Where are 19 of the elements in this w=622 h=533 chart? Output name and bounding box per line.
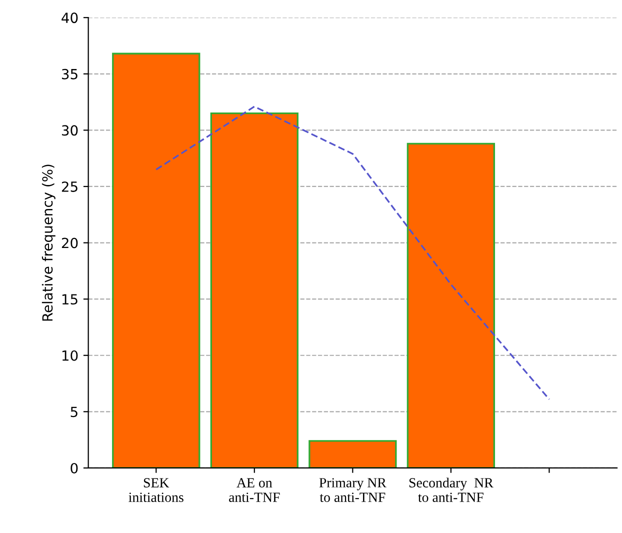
bar [210, 112, 298, 468]
y-tick-label: 35 [62, 68, 78, 80]
y-tick-label: 15 [62, 294, 78, 305]
bar [308, 440, 397, 468]
y-tick-label: 5 [70, 406, 78, 418]
y-tick-label: 0 [70, 462, 78, 474]
line-series [155, 106, 550, 400]
x-tick-label: Secondary NR to anti-TNF [409, 478, 494, 502]
y-tick-label: 40 [62, 12, 78, 24]
bar [112, 52, 200, 468]
y-tick-label: 10 [62, 350, 78, 361]
x-tick-label: AE on anti-TNF [229, 478, 280, 502]
y-tick-label: 25 [62, 181, 78, 192]
y-axis-title: Relative frequency (%) [42, 164, 56, 321]
y-tick-label: 20 [62, 238, 78, 248]
x-tick-label: Primary NR to anti-TNF [319, 478, 386, 502]
bar [406, 142, 496, 468]
x-tick-label: SEK initiations [128, 478, 184, 502]
y-tick-label: 30 [62, 125, 78, 136]
